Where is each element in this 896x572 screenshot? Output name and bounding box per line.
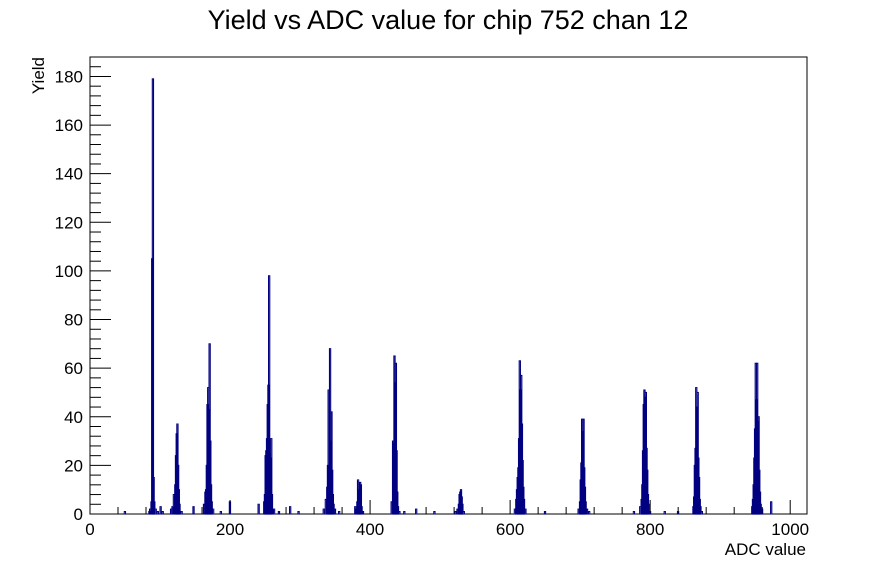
histogram-bin [360, 506, 363, 515]
histogram-bin [272, 508, 276, 515]
y-axis-ticks: 0 20 40 60 80 100 120 140 160 180 [55, 56, 111, 524]
x-axis-title: ADC value [725, 540, 806, 559]
histogram-bin [403, 511, 406, 515]
histogram-bin [322, 508, 325, 515]
y-tick-label: 80 [64, 311, 83, 330]
histogram-bin [123, 511, 127, 515]
histogram-bin [178, 503, 181, 515]
histogram-bin [632, 511, 636, 515]
x-tick-label: 200 [216, 520, 244, 539]
y-tick-label: 0 [74, 505, 83, 524]
histogram-bin [770, 501, 773, 515]
histogram-bin [462, 511, 465, 515]
histogram-bin [270, 494, 274, 515]
y-tick-label: 60 [64, 359, 83, 378]
histogram-bin [522, 498, 526, 515]
histogram-bin [461, 503, 464, 515]
histogram-bin [663, 511, 666, 515]
histogram-bin [433, 511, 436, 515]
histogram-bin [398, 511, 401, 515]
x-axis-ticks: 0 200 400 600 800 1000 [85, 500, 809, 539]
histogram-bin [587, 511, 591, 515]
histogram-bin [647, 503, 650, 515]
histogram-bin [210, 501, 213, 515]
histogram-bin [228, 501, 232, 515]
histogram-bin [192, 506, 195, 515]
histogram-bin [415, 508, 418, 515]
histogram-bin [361, 511, 365, 515]
histogram-bin [338, 511, 341, 515]
histogram-bin [333, 508, 337, 515]
histogram-bin [676, 511, 680, 515]
histogram-bin [277, 511, 281, 515]
y-tick-label: 120 [55, 213, 83, 232]
histogram-bin [180, 511, 183, 515]
histogram-bin [543, 511, 547, 515]
histogram-bin [219, 511, 222, 515]
y-tick-label: 40 [64, 408, 83, 427]
histogram-bin [159, 506, 162, 515]
chart-title: Yield vs ADC value for chip 752 chan 12 [208, 5, 689, 35]
plot-frame-border [89, 56, 808, 515]
histogram-bin [648, 511, 652, 515]
histogram-bin [584, 501, 587, 515]
histogram-bin [154, 508, 157, 515]
x-tick-label: 600 [496, 520, 524, 539]
histogram-bin [699, 506, 702, 515]
histogram-bin [161, 511, 164, 515]
histogram-bin [211, 508, 215, 515]
histogram-bin [585, 508, 589, 515]
histogram-bin [524, 508, 527, 515]
histogram-bin [289, 506, 292, 515]
histogram-bin [396, 506, 400, 515]
y-tick-label: 100 [55, 262, 83, 281]
histogram-bins [123, 78, 773, 515]
y-tick-label: 140 [55, 165, 83, 184]
histogram-bin [153, 501, 156, 515]
histogram-bin [700, 511, 704, 515]
x-tick-label: 1000 [771, 520, 809, 539]
x-tick-label: 800 [636, 520, 664, 539]
histogram-bin [156, 511, 159, 515]
y-axis-title: Yield [29, 57, 48, 94]
y-tick-label: 160 [55, 116, 83, 135]
y-tick-label: 20 [64, 456, 83, 475]
x-tick-label: 400 [356, 520, 384, 539]
y-tick-label: 180 [55, 67, 83, 86]
histogram-bin [454, 511, 457, 515]
plot-frame [89, 56, 808, 515]
histogram-bin [760, 508, 764, 515]
histogram-bin [297, 511, 300, 515]
x-tick-label: 0 [85, 520, 94, 539]
histogram-bin [257, 503, 260, 515]
